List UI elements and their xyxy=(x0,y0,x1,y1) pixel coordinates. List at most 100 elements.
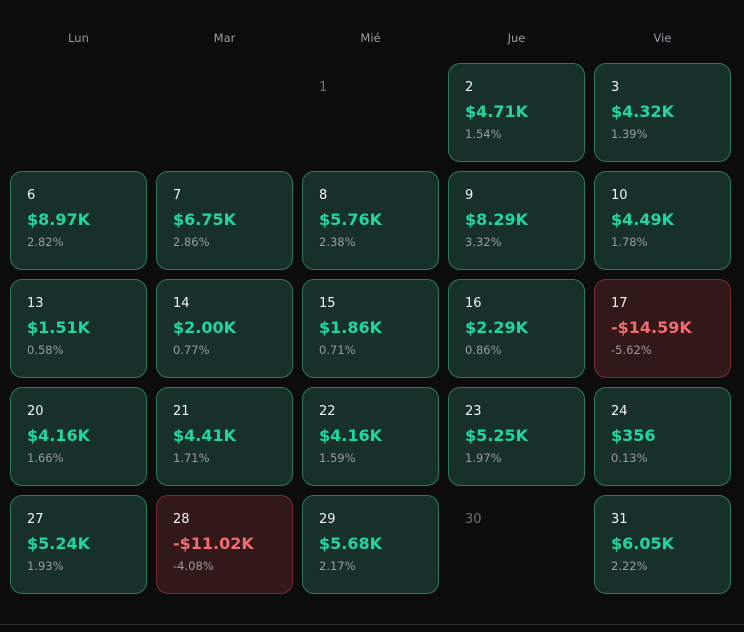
pnl-percent: 2.38% xyxy=(319,235,356,249)
day-number xyxy=(173,80,276,98)
pnl-amount: $4.16K xyxy=(27,426,91,445)
pnl-percent: -5.62% xyxy=(611,343,652,357)
weekday-label: Mié xyxy=(360,31,381,45)
weekday-label: Vie xyxy=(653,31,672,45)
calendar-day-cell[interactable]: 23 $5.25K 1.97% xyxy=(448,387,585,486)
pnl-percent: 2.22% xyxy=(611,559,648,573)
pnl-percent: 2.17% xyxy=(319,559,356,573)
calendar-day-empty xyxy=(156,63,293,162)
pnl-percent: -4.08% xyxy=(173,559,214,573)
pnl-percent: 1.71% xyxy=(173,451,210,465)
pnl-percent: 2.86% xyxy=(173,235,210,249)
day-number: 23 xyxy=(465,404,482,419)
weekday-label: Lun xyxy=(68,31,89,45)
pnl-calendar-grid: 1 2 $4.71K 1.54% 3 $4.32K 1.39% 6 $8.97K 2.82% 7 $6… xyxy=(10,63,731,594)
day-number: 10 xyxy=(611,188,628,203)
day-number: 22 xyxy=(319,404,336,419)
calendar-day-cell[interactable]: 29 $5.68K 2.17% xyxy=(302,495,439,594)
pnl-amount: $4.41K xyxy=(173,426,237,445)
pnl-percent: 0.71% xyxy=(319,343,356,357)
day-number xyxy=(27,80,130,98)
day-number: 14 xyxy=(173,296,190,311)
calendar-day-cell[interactable]: 3 $4.32K 1.39% xyxy=(594,63,731,162)
pnl-amount: $1.51K xyxy=(27,318,91,337)
calendar-day-cell[interactable]: 15 $1.86K 0.71% xyxy=(302,279,439,378)
pnl-amount: $5.68K xyxy=(319,534,383,553)
day-number: 27 xyxy=(27,512,44,527)
calendar-day-cell[interactable]: 24 $356 0.13% xyxy=(594,387,731,486)
calendar-day-cell[interactable]: 16 $2.29K 0.86% xyxy=(448,279,585,378)
pnl-amount: $2.29K xyxy=(465,318,529,337)
pnl-amount: $1.86K xyxy=(319,318,383,337)
calendar-day-cell[interactable]: 13 $1.51K 0.58% xyxy=(10,279,147,378)
day-number: 31 xyxy=(611,512,628,527)
pnl-percent: 1.54% xyxy=(465,127,502,141)
pnl-amount: $6.75K xyxy=(173,210,237,229)
pnl-amount: -$11.02K xyxy=(173,534,254,553)
calendar-day-cell[interactable]: 14 $2.00K 0.77% xyxy=(156,279,293,378)
day-number: 7 xyxy=(173,188,182,203)
calendar-day-cell[interactable]: 21 $4.41K 1.71% xyxy=(156,387,293,486)
calendar-day-cell[interactable]: 7 $6.75K 2.86% xyxy=(156,171,293,270)
pnl-percent: 2.82% xyxy=(27,235,64,249)
pnl-amount: $4.32K xyxy=(611,102,675,121)
pnl-percent: 1.97% xyxy=(465,451,502,465)
pnl-percent: 0.77% xyxy=(173,343,210,357)
pnl-amount: $5.24K xyxy=(27,534,91,553)
calendar-day-cell[interactable]: 6 $8.97K 2.82% xyxy=(10,171,147,270)
pnl-percent: 0.86% xyxy=(465,343,502,357)
calendar-day-cell[interactable]: 10 $4.49K 1.78% xyxy=(594,171,731,270)
day-number: 8 xyxy=(319,188,328,203)
day-number: 15 xyxy=(319,296,336,311)
divider xyxy=(0,624,744,625)
pnl-percent: 1.59% xyxy=(319,451,356,465)
calendar-day-empty: 1 xyxy=(302,63,439,162)
day-number: 21 xyxy=(173,404,190,419)
pnl-amount: $8.97K xyxy=(27,210,91,229)
calendar-day-cell[interactable]: 22 $4.16K 1.59% xyxy=(302,387,439,486)
calendar-day-cell[interactable]: 17 -$14.59K -5.62% xyxy=(594,279,731,378)
day-number: 1 xyxy=(319,80,328,95)
pnl-amount: $8.29K xyxy=(465,210,529,229)
pnl-amount: $5.25K xyxy=(465,426,529,445)
calendar-day-cell[interactable]: 28 -$11.02K -4.08% xyxy=(156,495,293,594)
calendar-day-cell[interactable]: 8 $5.76K 2.38% xyxy=(302,171,439,270)
day-number: 3 xyxy=(611,80,620,95)
day-number: 29 xyxy=(319,512,336,527)
day-number: 30 xyxy=(465,512,482,527)
pnl-amount: $2.00K xyxy=(173,318,237,337)
calendar-day-empty xyxy=(10,63,147,162)
day-number: 20 xyxy=(27,404,44,419)
pnl-percent: 1.78% xyxy=(611,235,648,249)
pnl-percent: 0.13% xyxy=(611,451,648,465)
pnl-percent: 3.32% xyxy=(465,235,502,249)
pnl-amount: $6.05K xyxy=(611,534,675,553)
pnl-amount: $4.49K xyxy=(611,210,675,229)
pnl-percent: 1.39% xyxy=(611,127,648,141)
pnl-amount: $4.71K xyxy=(465,102,529,121)
day-number: 2 xyxy=(465,80,474,95)
calendar-day-cell[interactable]: 31 $6.05K 2.22% xyxy=(594,495,731,594)
weekday-header: Lun Mar Mié Jue Vie xyxy=(10,31,731,45)
pnl-amount: -$14.59K xyxy=(611,318,692,337)
day-number: 13 xyxy=(27,296,44,311)
pnl-percent: 1.66% xyxy=(27,451,64,465)
calendar-day-empty: 30 xyxy=(448,495,585,594)
pnl-amount: $4.16K xyxy=(319,426,383,445)
day-number: 16 xyxy=(465,296,482,311)
pnl-percent: 1.93% xyxy=(27,559,64,573)
calendar-day-cell[interactable]: 9 $8.29K 3.32% xyxy=(448,171,585,270)
pnl-amount: $5.76K xyxy=(319,210,383,229)
calendar-day-cell[interactable]: 20 $4.16K 1.66% xyxy=(10,387,147,486)
weekday-label: Jue xyxy=(507,31,526,45)
day-number: 6 xyxy=(27,188,36,203)
calendar-day-cell[interactable]: 2 $4.71K 1.54% xyxy=(448,63,585,162)
pnl-percent: 0.58% xyxy=(27,343,64,357)
pnl-amount: $356 xyxy=(611,426,656,445)
weekday-label: Mar xyxy=(213,31,236,45)
day-number: 24 xyxy=(611,404,628,419)
day-number: 17 xyxy=(611,296,628,311)
day-number: 28 xyxy=(173,512,190,527)
day-number: 9 xyxy=(465,188,474,203)
calendar-day-cell[interactable]: 27 $5.24K 1.93% xyxy=(10,495,147,594)
